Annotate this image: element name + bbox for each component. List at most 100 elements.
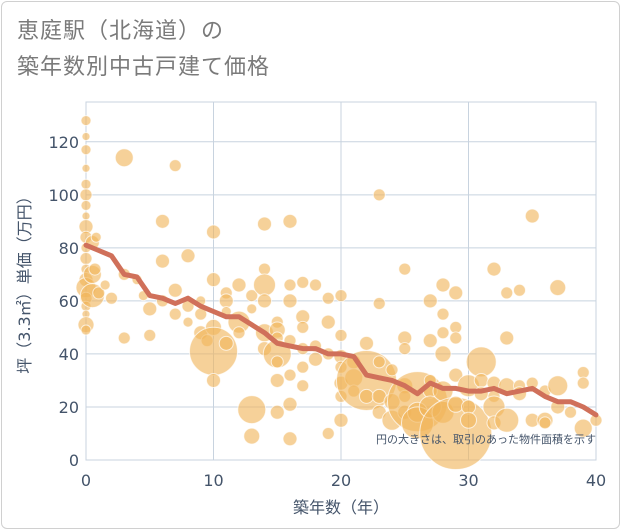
- bubble-point-147: [465, 346, 497, 378]
- bubble-point-127: [422, 293, 438, 309]
- bubble-point-76: [269, 404, 285, 420]
- bubble-point-103: [333, 412, 349, 428]
- bubble-point-81: [283, 368, 297, 382]
- bubble-point-138: [448, 285, 464, 301]
- y-tick-label-4: 80: [59, 239, 79, 258]
- bubble-point-96: [321, 426, 335, 440]
- bubble-point-33: [142, 301, 158, 317]
- bubble-point-77: [282, 213, 298, 229]
- bubble-point-84: [296, 275, 310, 289]
- bubble-point-148: [473, 372, 489, 388]
- bubble-point-36: [155, 253, 170, 269]
- bubble-point-83: [282, 431, 298, 447]
- bubble-point-141: [448, 367, 464, 383]
- bubble-point-24: [90, 231, 102, 243]
- bubble-point-64: [257, 216, 272, 232]
- y-tick-label-6: 120: [48, 133, 79, 152]
- bubble-point-2: [80, 144, 92, 156]
- x-tick-label-2: 20: [331, 471, 351, 490]
- bubble-point-167: [538, 416, 552, 430]
- y-tick-label-2: 40: [59, 345, 79, 364]
- bubble-point-75: [269, 372, 285, 388]
- bubble-point-168: [549, 279, 567, 297]
- bubble-point-26: [99, 279, 111, 291]
- bubble-point-112: [372, 355, 386, 369]
- bubble-point-7: [81, 211, 91, 221]
- bubble-point-156: [499, 330, 515, 346]
- bubble-point-78: [283, 278, 297, 292]
- bubble-point-158: [494, 407, 520, 433]
- bubble-point-134: [436, 326, 450, 340]
- bubble-point-120: [398, 342, 412, 356]
- bubble-point-66: [253, 273, 276, 297]
- y-axis-ticks: 0 20 40 60 80 100 120: [48, 133, 79, 470]
- bubble-point-146: [460, 411, 477, 429]
- x-tick-label-4: 40: [586, 471, 606, 490]
- bubble-point-171: [564, 405, 577, 419]
- bubble-point-19: [80, 324, 92, 336]
- bubble-point-111: [372, 297, 386, 311]
- bubble-point-1: [81, 131, 91, 141]
- bubble-point-89: [296, 379, 310, 393]
- bubble-point-59: [232, 326, 246, 340]
- bubble-point-57: [231, 277, 247, 293]
- x-axis-ticks: 0 10 20 30 40: [81, 471, 606, 490]
- bubble-point-98: [334, 328, 348, 342]
- y-tick-label-1: 20: [59, 398, 79, 417]
- bubble-point-65: [258, 262, 271, 276]
- bubble-point-110: [372, 188, 386, 202]
- chart-title-line1: 恵庭駅（北海道）の: [17, 19, 225, 44]
- x-tick-label-1: 10: [203, 471, 223, 490]
- bubble-point-97: [334, 289, 348, 303]
- bubble-point-82: [282, 396, 298, 412]
- bubble-point-49: [206, 272, 221, 288]
- bubble-point-174: [573, 418, 593, 438]
- bubble-point-159: [513, 283, 526, 297]
- bubble-point-79: [282, 293, 298, 309]
- bubble-point-135: [434, 345, 452, 363]
- y-tick-label-3: 60: [59, 292, 79, 311]
- bubble-point-51: [189, 326, 238, 376]
- bubble-series: [75, 115, 603, 470]
- bubble-point-23: [88, 262, 102, 276]
- bubble-point-61: [246, 303, 258, 315]
- bubble-point-27: [105, 291, 118, 305]
- bubble-point-109: [359, 388, 374, 404]
- bubble-point-94: [320, 314, 336, 330]
- bubble-point-38: [168, 159, 182, 173]
- bubble-point-60: [245, 289, 259, 303]
- x-tick-label-3: 30: [458, 471, 478, 490]
- bubble-point-56: [218, 335, 234, 351]
- x-axis-label: 築年数（年）: [293, 498, 389, 517]
- bubble-point-0: [80, 115, 92, 127]
- chart-title-line2: 築年数別中古戸建て価格: [17, 55, 271, 80]
- y-tick-label-0: 0: [69, 451, 79, 470]
- bubble-point-39: [167, 282, 183, 298]
- bubble-point-43: [182, 316, 194, 328]
- bubble-point-11: [79, 251, 93, 265]
- bubble-point-88: [296, 360, 310, 374]
- bubble-point-150: [486, 261, 502, 277]
- y-axis-label: 坪（3.3㎡）単価（万円）: [15, 188, 34, 373]
- bubble-point-5: [79, 188, 93, 202]
- y-tick-label-5: 100: [48, 186, 79, 205]
- bubble-point-52: [206, 372, 221, 388]
- bubble-point-169: [547, 375, 569, 397]
- bubble-point-3: [81, 163, 91, 173]
- bubble-point-133: [436, 307, 450, 321]
- trend-series: [83, 242, 599, 418]
- bubble-point-118: [398, 262, 412, 276]
- bubble-point-140: [449, 331, 463, 345]
- bubble-point-30: [117, 331, 131, 345]
- bubble-point-90: [309, 278, 322, 292]
- bubble-point-128: [422, 333, 438, 349]
- bubble-point-162: [524, 208, 540, 224]
- bubble-point-63: [243, 427, 261, 445]
- bubble-point-107: [359, 335, 374, 351]
- bubble-point-155: [500, 286, 514, 300]
- bubble-point-67: [257, 293, 272, 309]
- trend-line: [83, 242, 599, 418]
- x-tick-label-0: 0: [81, 471, 91, 490]
- bubble-point-41: [180, 248, 196, 264]
